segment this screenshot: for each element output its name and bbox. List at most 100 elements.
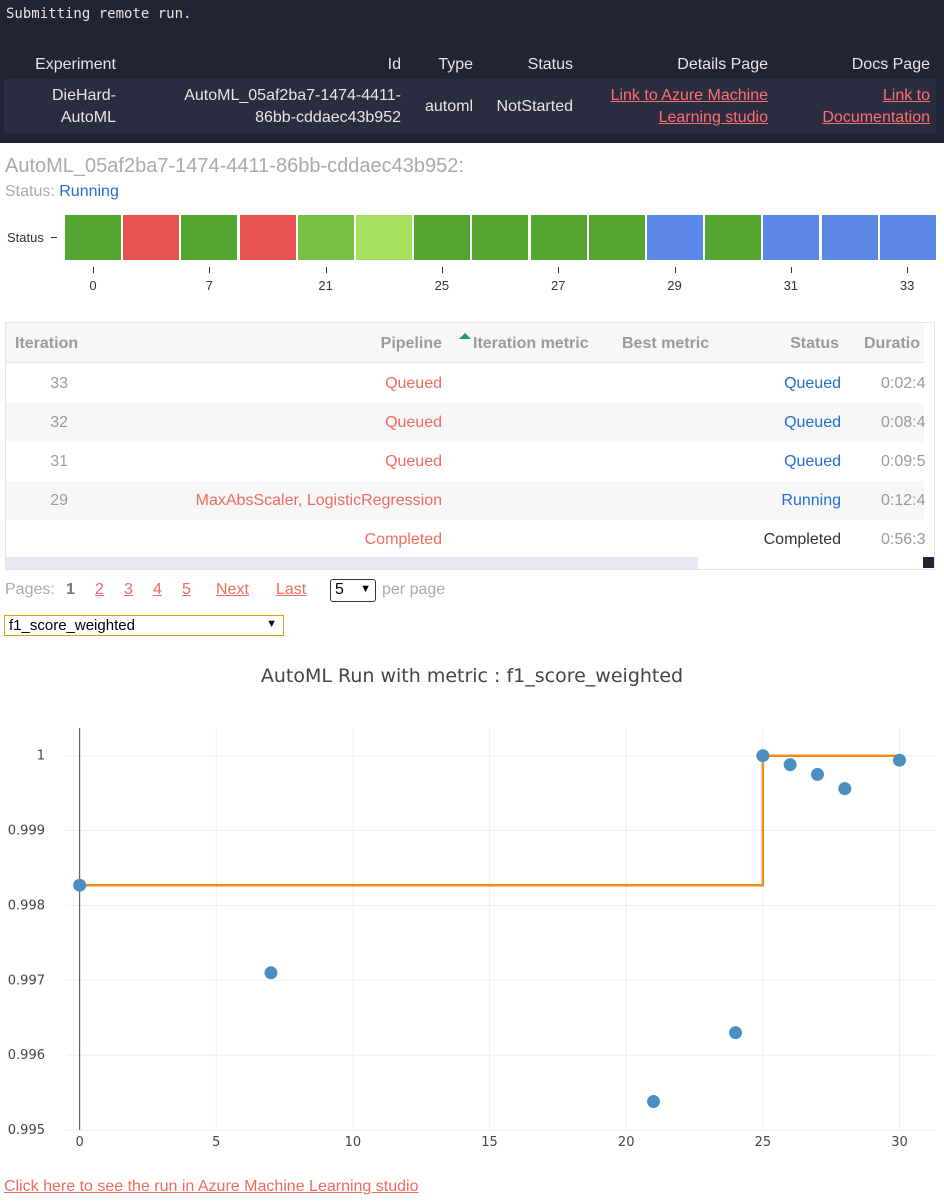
table-row[interactable]: 31 Queued Queued 0:09:5 [6,442,925,481]
iteration-tick [790,267,792,273]
col-best-metric[interactable]: Best metric [622,335,710,352]
iteration-tick [674,267,676,273]
x-tick-label: 5 [212,1135,220,1150]
notebook-output: Submitting remote run. Experiment Id Typ… [0,0,944,143]
run-status: Status: Running [5,183,119,201]
cell-duration: 0:08:4 [881,414,925,431]
cell-id: AutoML_05af2ba7-1474-4411- 86bb-cddaec43b… [122,79,407,134]
page-size-value: 5 [335,581,344,598]
docs-page-link[interactable]: Link to Documentation [822,87,930,126]
page-link-2[interactable]: 2 [95,581,104,598]
status-cell[interactable] [879,215,936,260]
data-point [892,753,906,767]
iteration-tick [209,267,211,273]
cell-iteration: 33 [50,375,68,392]
cell-status: Completed [763,531,841,548]
metric-select[interactable]: f1_score_weighted ▼ [4,615,284,636]
y-tick-label: 0.999 [8,824,45,839]
cell-status: Running [781,492,841,509]
cell-experiment: DieHard- AutoML [4,79,122,134]
cell-iteration: 29 [50,492,68,509]
cell-pipeline: MaxAbsScaler, LogisticRegression [195,492,442,509]
status-cell[interactable] [821,215,878,260]
status-cell[interactable] [588,215,645,260]
cell-status: NotStarted [479,79,579,134]
status-axis-label: Status [7,230,44,245]
data-point [756,749,770,763]
chart-title: AutoML Run with metric : f1_score_weight… [260,665,684,687]
run-status-value: Running [59,183,119,200]
iteration-tick [558,267,560,273]
status-cell[interactable] [123,215,180,260]
iteration-tick [93,267,94,273]
x-tick-label: 15 [481,1135,498,1150]
run-info-table: Experiment Id Type Status Details Page D… [4,51,936,134]
iteration-tick [325,267,327,273]
col-duration[interactable]: Duratio [864,335,920,352]
status-cell[interactable] [705,215,762,260]
data-point [73,878,87,892]
y-tick-label: 1 [37,749,45,764]
cell-pipeline: Queued [385,453,442,470]
table-row[interactable]: Completed Completed 0:56:3 [6,520,925,559]
iteration-tick [441,267,443,273]
cell-duration: 0:12:4 [881,492,925,509]
chevron-down-icon: ▼ [360,583,371,595]
status-cell[interactable] [297,215,354,260]
per-page-label: per page [382,581,446,598]
status-cell[interactable] [530,215,587,260]
col-status[interactable]: Status [790,335,839,352]
col-iteration[interactable]: Iteration [15,335,79,352]
details-page-link[interactable]: Link to Azure Machine Learning studio [610,87,768,126]
iteration-tick-label: 7 [205,278,213,293]
table-row[interactable]: 32 Queued Queued 0:08:4 [6,403,925,442]
data-point [838,782,852,796]
header-experiment: Experiment [35,56,116,73]
data-point [729,1026,743,1040]
table-row[interactable]: 29 MaxAbsScaler, LogisticRegression Runnin… [6,481,925,520]
page-link-5[interactable]: 5 [182,581,191,598]
y-tick-label: 0.996 [8,1048,45,1063]
status-cell[interactable] [239,215,296,260]
iteration-tick [907,267,909,273]
header-id: Id [387,56,401,73]
page-next[interactable]: Next [216,581,249,598]
col-iteration-metric[interactable]: Iteration metric [473,335,589,352]
data-point [810,767,824,781]
table-row[interactable]: 33 Queued Queued 0:02:4 [6,364,925,403]
page-link-4[interactable]: 4 [153,581,162,598]
status-cell[interactable] [763,215,820,260]
y-tick-label: 0.997 [8,973,45,988]
submitting-text: Submitting remote run. [6,6,192,22]
status-cell[interactable] [181,215,238,260]
col-pipeline[interactable]: Pipeline [380,335,442,352]
status-cell[interactable] [414,215,471,260]
cell-status: Queued [784,375,841,392]
y-tick-label: 0.998 [8,898,45,913]
iteration-tick-label: 21 [318,278,333,293]
run-table-header: Experiment Id Type Status Details Page D… [4,51,936,79]
data-point [264,966,278,980]
cell-duration: 0:09:5 [881,453,925,470]
cell-type: automl [407,79,479,134]
run-title: AutoML_05af2ba7-1474-4411-86bb-cddaec43b… [5,155,464,177]
metric-select-value: f1_score_weighted [9,617,135,634]
status-cell[interactable] [65,215,121,260]
page-size-select[interactable]: 5 ▼ [330,579,376,602]
header-docs-page: Docs Page [851,56,930,73]
run-table-row: DieHard- AutoML AutoML_05af2ba7-1474-4411… [4,79,936,134]
status-cell[interactable] [472,215,529,260]
cell-iteration: 31 [50,453,68,470]
cell-duration: 0:56:3 [881,531,925,548]
horizontal-scrollbar-thumb[interactable] [6,557,698,569]
iteration-tick-label: 27 [550,278,566,293]
status-cell[interactable] [647,215,703,260]
run-status-prefix: Status: [5,183,60,200]
status-cell[interactable] [356,215,412,260]
x-tick-label: 30 [891,1135,908,1150]
status-axis-tick [51,237,57,238]
sort-ascending-icon[interactable] [459,333,471,339]
studio-link[interactable]: Click here to see the run in Azure Machi… [4,1178,419,1195]
page-link-3[interactable]: 3 [124,581,133,598]
page-last[interactable]: Last [276,581,307,598]
